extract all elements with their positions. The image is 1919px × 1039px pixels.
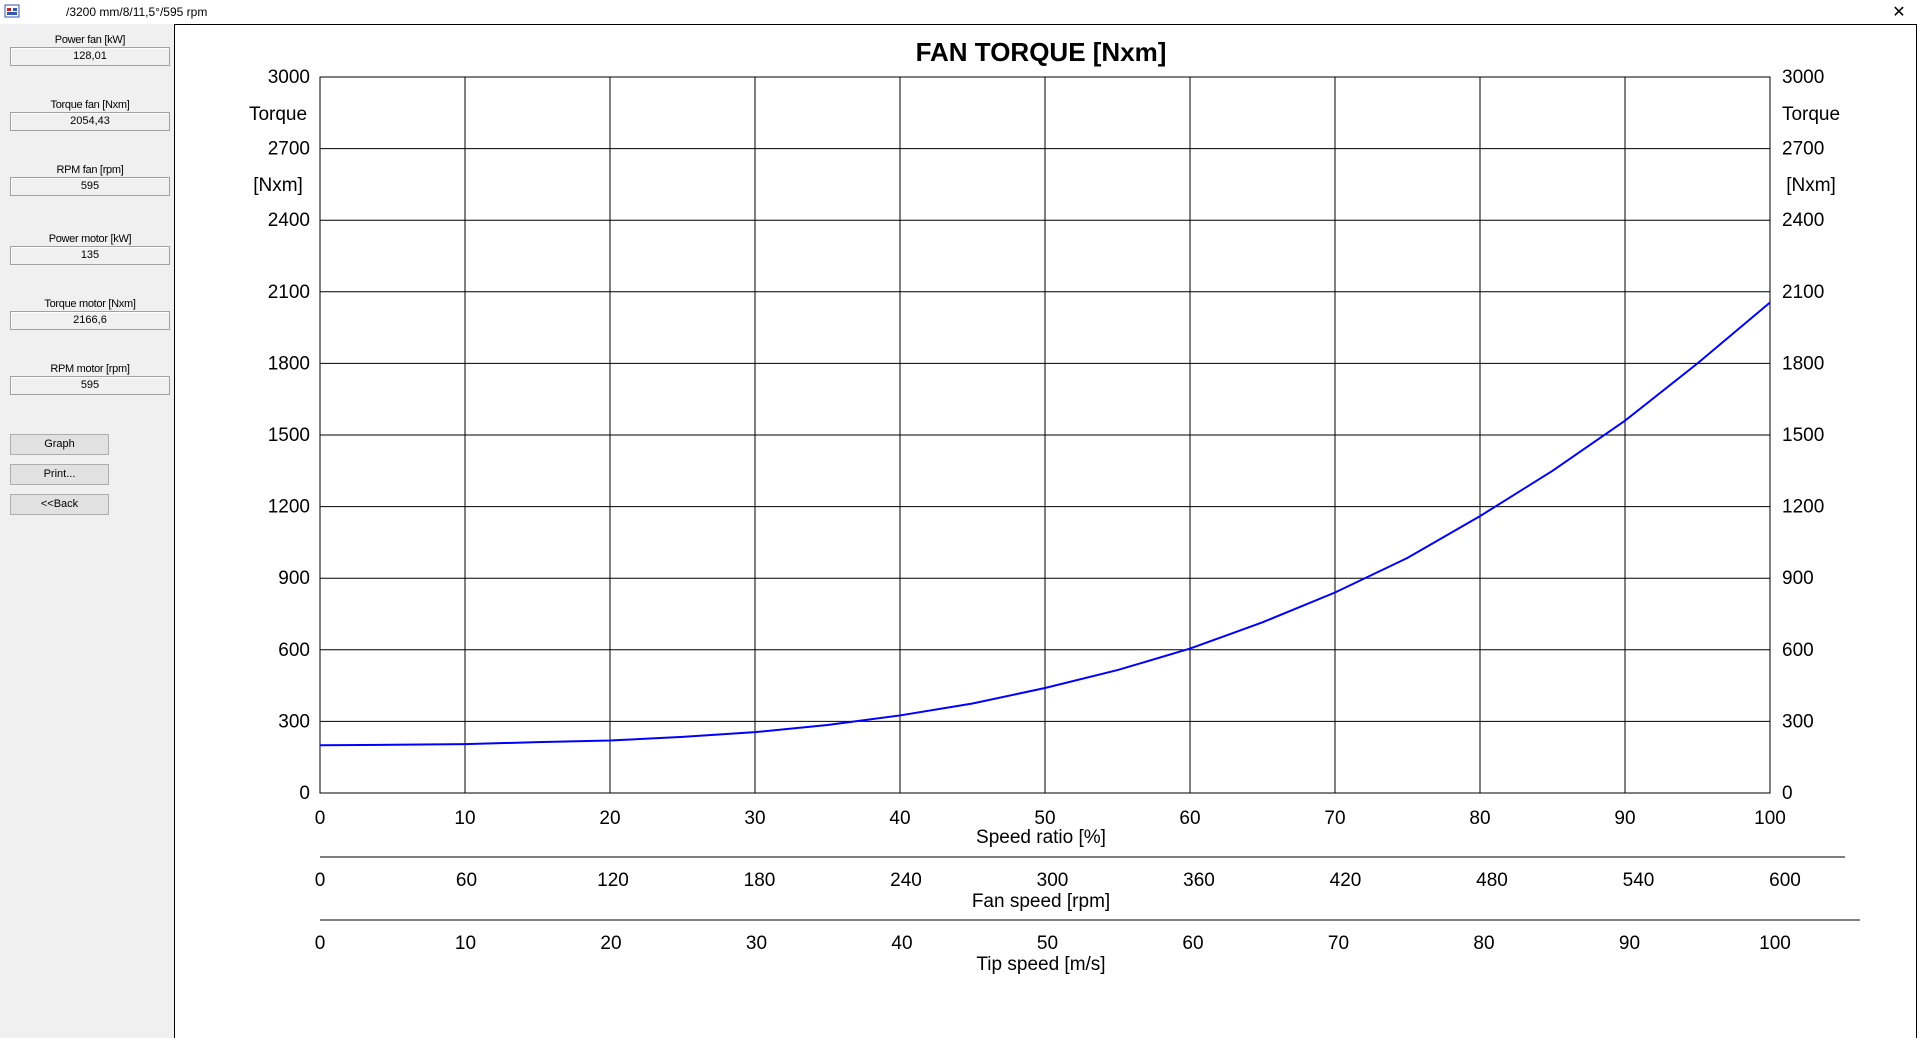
power-fan-value: 128,01 xyxy=(10,47,170,66)
y-tick-label-right: 1500 xyxy=(1782,425,1824,446)
y-tick-label-left: 2400 xyxy=(268,210,310,231)
y-tick-label-left: 0 xyxy=(299,783,310,804)
left-y-label-line2: [Nxm] xyxy=(253,175,303,196)
left-y-label-line1: Torque xyxy=(249,104,307,125)
fan-speed-tick-label: 360 xyxy=(1183,870,1215,891)
torque-curve xyxy=(319,301,1771,747)
fan-speed-tick-label: 0 xyxy=(315,870,326,891)
fan-speed-tick-label: 60 xyxy=(456,870,477,891)
torque-fan-value: 2054,43 xyxy=(10,112,170,131)
right-y-label-line1: Torque xyxy=(1782,104,1840,125)
x-tick-label: 50 xyxy=(1034,808,1055,829)
y-tick-label-left: 1500 xyxy=(268,425,310,446)
chart-title: FAN TORQUE [Nxm] xyxy=(916,37,1167,67)
x-tick-label: 0 xyxy=(315,808,326,829)
fan-speed-tick-label: 480 xyxy=(1476,870,1508,891)
grid xyxy=(319,76,1860,921)
fan-speed-tick-label: 540 xyxy=(1623,870,1655,891)
y-tick-label-right: 1200 xyxy=(1782,497,1824,518)
x-tick-label: 20 xyxy=(599,808,620,829)
sidebar: Power fan [kW] 128,01 Torque fan [Nxm] 2… xyxy=(0,24,174,1038)
x-tick-label: 100 xyxy=(1754,808,1786,829)
x-tick-label: 90 xyxy=(1614,808,1635,829)
tip-speed-tick-label: 70 xyxy=(1328,933,1349,954)
fan-speed-axis-label: Fan speed [rpm] xyxy=(972,891,1110,912)
x-axis-label: Speed ratio [%] xyxy=(976,827,1106,848)
tip-speed-tick-label: 10 xyxy=(455,933,476,954)
rpm-motor-label: RPM motor [rpm] xyxy=(50,363,130,375)
tip-speed-tick-label: 50 xyxy=(1037,933,1058,954)
x-tick-label: 10 xyxy=(454,808,475,829)
y-tick-label-right: 2100 xyxy=(1782,282,1824,303)
fan-torque-chart: FAN TORQUE [Nxm] Torque [Nxm] Torque [Nx… xyxy=(249,37,1860,975)
fan-speed-tick-label: 600 xyxy=(1769,870,1801,891)
series-layer xyxy=(319,301,1771,747)
y-tick-label-right: 2700 xyxy=(1782,139,1824,160)
y-tick-label-left: 1200 xyxy=(268,497,310,518)
y-tick-label-right: 900 xyxy=(1782,568,1814,589)
tip-speed-tick-label: 100 xyxy=(1759,933,1791,954)
power-motor-label: Power motor [kW] xyxy=(48,233,132,245)
tip-speed-tick-label: 60 xyxy=(1182,933,1203,954)
window-title: /3200 mm/8/11,5°/595 rpm xyxy=(66,5,208,19)
y-tick-label-left: 3000 xyxy=(268,67,310,88)
fan-speed-tick-label: 300 xyxy=(1037,870,1069,891)
tip-speed-tick-label: 0 xyxy=(315,933,326,954)
y-tick-label-right: 1800 xyxy=(1782,353,1824,374)
y-tick-label-left: 2100 xyxy=(268,282,310,303)
graph-button[interactable]: Graph xyxy=(10,434,109,455)
y-tick-label-right: 2400 xyxy=(1782,210,1824,231)
tip-speed-tick-label: 20 xyxy=(600,933,621,954)
tip-speed-tick-label: 30 xyxy=(746,933,767,954)
x-tick-label: 30 xyxy=(744,808,765,829)
y-tick-label-left: 300 xyxy=(278,711,310,732)
app-icon[interactable] xyxy=(4,3,20,19)
tip-speed-tick-label: 90 xyxy=(1619,933,1640,954)
right-y-label-line2: [Nxm] xyxy=(1786,175,1836,196)
title-bar: /3200 mm/8/11,5°/595 rpm ✕ xyxy=(0,0,1919,24)
close-button[interactable]: ✕ xyxy=(1892,4,1906,21)
torque-fan-label: Torque fan [Nxm] xyxy=(50,99,130,111)
back-button[interactable]: <<Back xyxy=(10,494,109,515)
print-button[interactable]: Print... xyxy=(10,464,109,485)
y-tick-label-left: 600 xyxy=(278,640,310,661)
y-tick-label-right: 3000 xyxy=(1782,67,1824,88)
y-tick-label-right: 600 xyxy=(1782,640,1814,661)
torque-motor-label: Torque motor [Nxm] xyxy=(44,298,136,310)
rpm-fan-label: RPM fan [rpm] xyxy=(56,164,124,176)
power-fan-label: Power fan [kW] xyxy=(54,34,126,46)
y-tick-label-left: 900 xyxy=(278,568,310,589)
fan-speed-tick-label: 120 xyxy=(597,870,629,891)
y-tick-label-left: 2700 xyxy=(268,139,310,160)
tip-speed-tick-label: 80 xyxy=(1473,933,1494,954)
torque-motor-value: 2166,6 xyxy=(10,311,170,330)
x-tick-label: 40 xyxy=(889,808,910,829)
fan-speed-tick-label: 240 xyxy=(890,870,922,891)
power-motor-value: 135 xyxy=(10,246,170,265)
rpm-motor-value: 595 xyxy=(10,376,170,395)
rpm-fan-value: 595 xyxy=(10,177,170,196)
y-tick-label-left: 1800 xyxy=(268,353,310,374)
fan-speed-tick-label: 180 xyxy=(744,870,776,891)
fan-speed-tick-label: 420 xyxy=(1330,870,1362,891)
y-tick-label-right: 0 xyxy=(1782,783,1793,804)
chart-area: FAN TORQUE [Nxm] Torque [Nxm] Torque [Nx… xyxy=(174,24,1917,1038)
x-tick-label: 60 xyxy=(1179,808,1200,829)
tip-speed-tick-label: 40 xyxy=(891,933,912,954)
x-tick-label: 80 xyxy=(1469,808,1490,829)
y-tick-label-right: 300 xyxy=(1782,711,1814,732)
tip-speed-axis-label: Tip speed [m/s] xyxy=(976,954,1105,975)
x-tick-label: 70 xyxy=(1324,808,1345,829)
